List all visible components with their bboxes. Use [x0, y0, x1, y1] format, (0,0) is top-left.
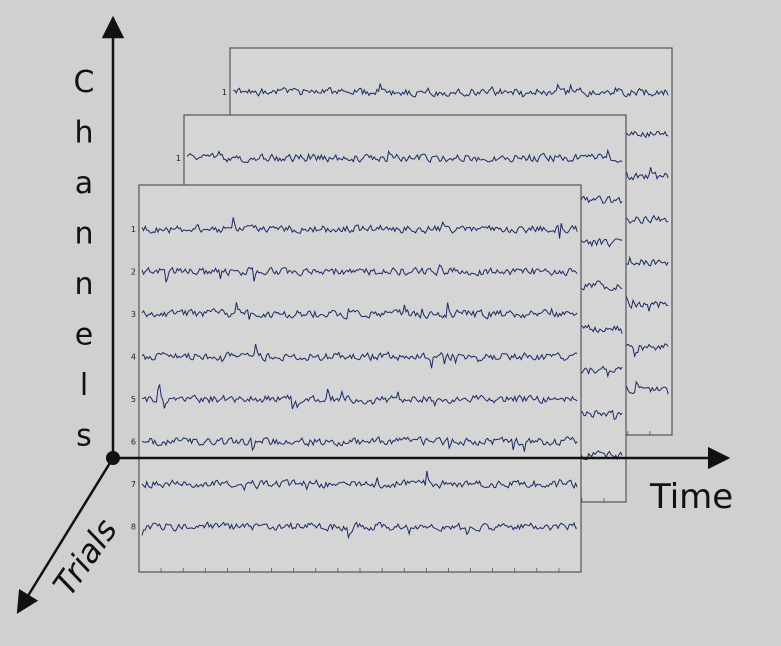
channel-trace [232, 83, 669, 98]
channel-number: 1 [222, 88, 227, 97]
time-axis-label: Time [649, 477, 733, 517]
trials-axis-label: Trials [45, 512, 124, 603]
channel-trace [141, 302, 578, 320]
channel-number: 2 [131, 268, 136, 277]
channels-axis-letter: s [76, 419, 92, 454]
channel-number: 5 [131, 395, 136, 404]
channel-trace [141, 521, 578, 540]
channel-number: 4 [131, 353, 136, 362]
channel-number: 3 [131, 310, 136, 319]
channel-trace [141, 343, 578, 369]
channel-number: 1 [176, 154, 181, 163]
channels-axis-letter: l [80, 368, 88, 403]
channels-axis-letter: h [74, 116, 93, 151]
channel-trace [141, 470, 578, 492]
channels-axis-letter: C [74, 65, 95, 100]
channel-trace [141, 217, 578, 239]
trial-panel-front: 1 2 3 4 5 6 7 8 [131, 184, 582, 573]
channel-trace [186, 148, 623, 164]
channel-trace [141, 384, 578, 410]
channels-axis-letter: n [74, 267, 93, 302]
channel-trace [141, 435, 578, 452]
channel-number: 1 [131, 225, 136, 234]
trial-panel-frame [138, 184, 582, 573]
trials-axis [16, 457, 115, 614]
channels-axis-letter: a [75, 166, 93, 201]
channel-number: 6 [131, 438, 136, 447]
channels-axis-letter: n [74, 217, 93, 252]
axes-origin [106, 451, 120, 465]
channels-axis-letter: e [75, 318, 93, 353]
channel-number: 7 [131, 480, 136, 489]
channel-number: 8 [131, 523, 136, 532]
channel-trace [141, 264, 578, 283]
axes [16, 15, 731, 614]
